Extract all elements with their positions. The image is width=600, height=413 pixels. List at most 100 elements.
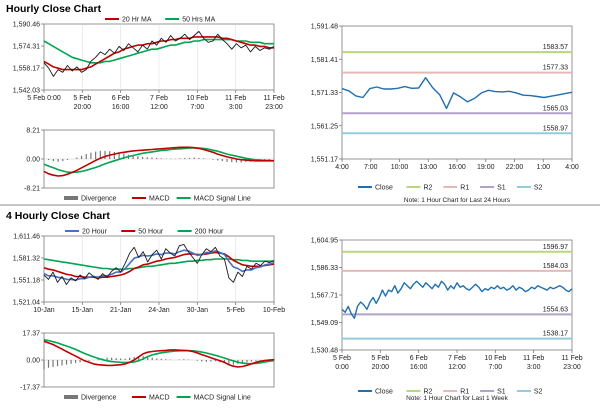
hourly-price-ytick-label: 1,574.31 <box>13 44 40 51</box>
hourly-pivot-xtick-label: 4:00 <box>565 164 579 171</box>
hourly-price-xtick-label: 5 Feb <box>73 95 91 102</box>
hourly-pivot-xtick-label: 22:00 <box>506 164 524 171</box>
hourly-price-xtick-label: 10 Feb <box>186 95 208 102</box>
section-divider <box>0 204 600 206</box>
four-hour-pivot-xtick-label: 20:00 <box>372 364 390 371</box>
hourly-price-xtick-label: 16:00 <box>112 104 130 111</box>
hourly-pivot-legend-label: S2 <box>534 185 543 192</box>
hourly-macd-series-macd <box>43 146 274 177</box>
four-hour-macd-ytick-label: 0.00 <box>26 358 40 365</box>
four-hour-pivot-xtick-label: 3:00 <box>527 364 541 371</box>
hourly-macd-legend-label: Divergence <box>81 196 117 203</box>
four-hour-pivot-xtick-label: 5 Feb <box>371 355 389 362</box>
four-hour-price-ytick-label: 1,581.32 <box>13 256 40 263</box>
four-hour-pivot-legend-label: R2 <box>424 389 433 396</box>
hourly-price-series-close <box>43 30 275 77</box>
hourly-price-xtick-label: 23:00 <box>265 104 283 111</box>
four-hour-pivot-plot-frame <box>341 239 573 351</box>
four-hour-pivot-xtick-label: 7 Feb <box>448 355 466 362</box>
four-hour-price-series-close <box>43 243 275 285</box>
four-hour-pivot-xtick-label: 10 Feb <box>484 355 506 362</box>
hourly-macd-legend-label: MACD <box>149 196 170 203</box>
hourly-pivot-plot-frame <box>341 25 573 160</box>
hourly-price-xtick-label: 6 Feb <box>112 95 130 102</box>
four-hour-price-xtick-label: 21-Jan <box>110 307 132 314</box>
hourly-pivot-xtick-label: 7:00 <box>364 164 378 171</box>
four-hourly-section-title: 4 Hourly Close Chart <box>6 210 110 222</box>
hourly-macd-legend-swatch <box>64 196 78 200</box>
four-hour-price-series-200-hour <box>43 258 274 271</box>
hourly-pivot-ytick-label: 1,561.25 <box>311 123 338 130</box>
four-hour-pivot-legend-label: S1 <box>497 389 506 396</box>
four-hour-price-xtick-label: 10-Jan <box>33 307 55 314</box>
hourly-pivot-note: Note: 1 Hour Chart for Last 24 Hours <box>404 197 511 204</box>
hourly-pivot-level-label: 1558.97 <box>543 125 568 132</box>
four-hour-pivot-xtick-label: 0:00 <box>335 364 349 371</box>
hourly-macd-ytick-label: 8.21 <box>26 128 40 135</box>
hourly-price-xtick-label: 7 Feb <box>150 95 168 102</box>
hourly-price-legend-label: 20 Hr MA <box>122 17 152 24</box>
four-hour-pivot-chart: 1,604.95 1,586.33 1,567.71 1,549.09 1,530.48… <box>311 238 583 403</box>
four-hour-pivot-level-label: 1554.63 <box>543 306 568 313</box>
hourly-pivot-ytick-label: 1,581.41 <box>311 57 338 64</box>
four-hour-price-ytick-label: 1,611.46 <box>13 234 40 241</box>
hourly-price-xtick-label: 11 Feb <box>225 95 246 102</box>
four-hour-pivot-level-label: 1596.97 <box>543 244 568 251</box>
hourly-price-xtick-label: 3:00 <box>229 104 243 111</box>
four-hour-pivot-xtick-label: 11 Feb <box>561 355 582 362</box>
hourly-price-xtick-label: 5 Feb 0:00 <box>27 95 61 102</box>
hourly-price-legend-label: 50 Hrs MA <box>182 17 215 24</box>
four-hour-pivot-ytick-label: 1,530.48 <box>311 348 338 355</box>
four-hour-pivot-ytick-label: 1,604.95 <box>311 238 338 245</box>
four-hour-pivot-level-label: 1538.17 <box>543 331 568 338</box>
four-hour-price-ytick-label: 1,551.18 <box>13 278 40 285</box>
hourly-pivot-series-close <box>341 77 573 110</box>
hourly-pivot-xtick-label: 1:00 <box>536 164 550 171</box>
four-hour-price-legend-label: 200 Hour <box>195 229 224 236</box>
hourly-pivot-xtick-label: 10:00 <box>391 164 409 171</box>
four-hour-pivot-ytick-label: 1,586.33 <box>311 265 338 272</box>
hourly-pivot-legend-label: R1 <box>460 185 469 192</box>
four-hour-pivot-legend-label: S2 <box>534 389 543 396</box>
four-hour-macd-series-macd <box>43 340 275 368</box>
hourly-price-xtick-label: 20:00 <box>74 104 92 111</box>
hourly-pivot-level-label: 1577.33 <box>543 65 568 72</box>
four-hour-pivot-legend-label: R1 <box>460 389 469 396</box>
four-hour-macd-series-signal <box>43 339 275 365</box>
hourly-pivot-ytick-label: 1,591.48 <box>311 24 338 31</box>
four-hour-price-xtick-label: 5-Feb <box>227 307 245 314</box>
hourly-pivot-level-label: 1565.03 <box>543 105 568 112</box>
four-hour-pivot-xtick-label: 6 Feb <box>410 355 428 362</box>
hourly-pivot-xtick-label: 19:00 <box>477 164 495 171</box>
hourly-price-ytick-label: 1,590.46 <box>13 22 40 29</box>
four-hour-macd-ytick-label: -17.37 <box>20 385 40 392</box>
hourly-pivot-level-label: 1583.57 <box>543 44 568 51</box>
four-hour-pivot-series-close <box>341 280 573 319</box>
four-hour-pivot-xtick-label: 23:00 <box>563 364 581 371</box>
hourly-pivot-ytick-label: 1,571.33 <box>311 90 338 97</box>
four-hour-price-legend-label: 20 Hour <box>82 229 108 236</box>
four-hour-price-chart: 1,611.46 1,581.32 1,551.18 1,521.04 20 Hour 5… <box>13 229 285 315</box>
four-hour-macd-legend-label: MACD <box>149 395 170 402</box>
hourly-section-title: Hourly Close Chart <box>6 3 102 15</box>
four-hour-pivot-xtick-label: 7:00 <box>489 364 503 371</box>
hourly-pivot-chart: 1,591.48 1,581.41 1,571.33 1,561.25 1,551.17… <box>311 24 579 205</box>
hourly-pivot-xtick-label: 13:00 <box>419 164 437 171</box>
four-hour-pivot-xtick-label: 16:00 <box>410 364 428 371</box>
four-hour-price-ytick-label: 1,521.04 <box>13 300 40 307</box>
four-hour-pivot-legend-label: Close <box>375 389 393 396</box>
hourly-macd-chart: 8.21 0.00 -8.21 Divergence MACD MACD Signal L… <box>24 128 275 203</box>
four-hour-pivot-xtick-label: 5 Feb <box>333 355 351 362</box>
hourly-pivot-xtick-label: 16:00 <box>448 164 466 171</box>
four-hour-price-xtick-label: 10-Feb <box>263 307 285 314</box>
hourly-price-ytick-label: 1,542.03 <box>13 88 40 95</box>
four-hour-macd-legend-label: Divergence <box>81 395 117 402</box>
four-hour-price-xtick-label: 30-Jan <box>187 307 209 314</box>
hourly-pivot-ytick-label: 1,551.17 <box>311 157 338 164</box>
four-hour-pivot-level-label: 1584.03 <box>543 263 568 270</box>
four-hour-pivot-ytick-label: 1,567.71 <box>311 293 338 300</box>
hourly-macd-ytick-label: -8.21 <box>24 186 40 193</box>
hourly-pivot-legend-label: R2 <box>424 185 433 192</box>
four-hour-price-xtick-label: 24-Jan <box>148 307 170 314</box>
hourly-price-xtick-label: 11 Feb <box>263 95 284 102</box>
